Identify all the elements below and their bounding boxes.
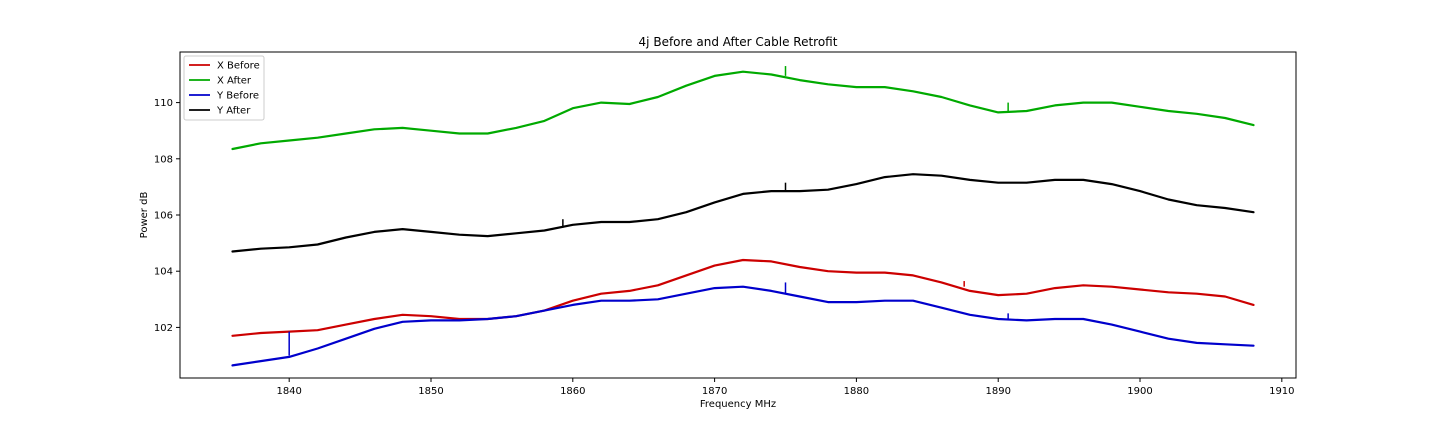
chart-title: 4j Before and After Cable Retrofit [639, 35, 838, 49]
x-tick-label: 1900 [1127, 386, 1152, 397]
x-tick-label: 1840 [276, 386, 301, 397]
y-axis-label: Power dB [139, 192, 150, 239]
legend-label-y-after: Y After [216, 106, 251, 117]
y-tick-label: 108 [154, 154, 173, 165]
x-tick-label: 1880 [844, 386, 869, 397]
legend-label-x-before: X Before [217, 61, 260, 72]
series-line-x-before [231, 258, 1255, 337]
y-axis: 102 104 106 108 110 [154, 98, 180, 334]
y-tick-label: 104 [154, 267, 173, 278]
x-axis: 1840 1850 1860 1870 1880 1890 1900 1910 [276, 378, 1295, 397]
x-axis-label: Frequency MHz [700, 399, 776, 410]
x-tick-label: 1910 [1269, 386, 1294, 397]
x-tick-label: 1850 [418, 386, 443, 397]
series-line-y-before [231, 285, 1255, 367]
legend-label-y-before: Y Before [216, 91, 259, 102]
x-tick-label: 1870 [702, 386, 727, 397]
x-tick-label: 1860 [560, 386, 585, 397]
legend: X Before X After Y Before Y After [183, 55, 265, 121]
series-layer [231, 66, 1255, 367]
y-tick-label: 102 [154, 323, 173, 334]
x-tick-label: 1890 [985, 386, 1010, 397]
y-tick-label: 110 [154, 98, 173, 109]
y-tick-label: 106 [154, 211, 173, 222]
series-line-y-after [231, 173, 1255, 253]
series-line-x-after [231, 70, 1255, 151]
legend-label-x-after: X After [217, 76, 252, 87]
legend-box [183, 55, 265, 121]
